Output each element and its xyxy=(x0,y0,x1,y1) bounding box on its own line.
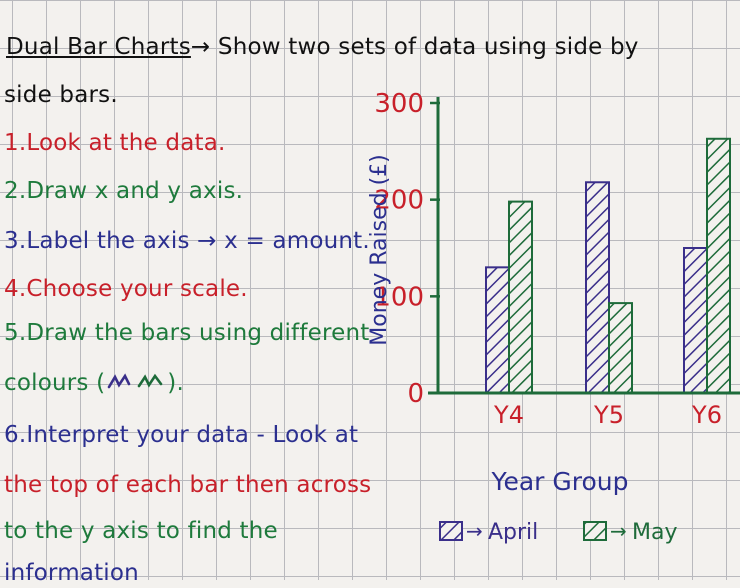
bar-april-y5 xyxy=(585,181,610,394)
bar-april-y4 xyxy=(485,266,510,395)
poster-title-continuation: side bars. xyxy=(4,82,118,108)
step-6-continuation-1: the top of each bar then across xyxy=(4,472,372,498)
step-2-text: 2.Draw x and y axis. xyxy=(4,178,244,204)
y-tick-label: 100 xyxy=(374,282,424,312)
y-tick-label: 200 xyxy=(374,186,424,216)
y-tick-label: 300 xyxy=(374,89,424,119)
legend-arrow: → xyxy=(610,519,627,543)
step-1-text: 1.Look at the data. xyxy=(4,130,226,156)
step-5-colours-text: colours ( xyxy=(4,370,106,396)
legend-swatch-april xyxy=(439,521,463,541)
y-tick-label: 0 xyxy=(407,379,424,409)
legend-arrow: → xyxy=(466,519,483,543)
poster-title: Dual Bar Charts xyxy=(6,34,191,60)
step-5-continuation: colours ( ). xyxy=(4,368,184,398)
x-tick-label: Y6 xyxy=(691,401,722,429)
y-axis-label: Money Raised (£) xyxy=(367,154,392,345)
step-5-close-paren: ). xyxy=(167,370,184,396)
legend-label-may: May xyxy=(632,520,677,545)
poster-title-line: Dual Bar Charts→ Show two sets of data u… xyxy=(6,32,639,62)
step-6-continuation-2: to the y axis to find the xyxy=(4,518,278,544)
poster-title-rest: → Show two sets of data using side by xyxy=(190,34,639,60)
bar-may-y5 xyxy=(608,302,633,395)
legend-swatch-may xyxy=(583,521,607,541)
bar-may-y6 xyxy=(706,137,731,394)
step-4-text: 4.Choose your scale. xyxy=(4,276,248,302)
step-5-text: 5.Draw the bars using different xyxy=(4,320,370,346)
x-axis-label: Year Group xyxy=(491,467,629,496)
x-tick-label: Y4 xyxy=(493,401,524,429)
bar-april-y6 xyxy=(683,247,708,394)
x-tick-label: Y5 xyxy=(593,401,624,429)
bar-may-y4 xyxy=(508,200,533,394)
step-3-text: 3.Label the axis → x = amount. xyxy=(4,228,370,254)
step-6-text: 6.Interpret your data - Look at xyxy=(4,422,359,448)
colour-scribble-icon xyxy=(107,373,163,389)
legend-label-april: April xyxy=(488,520,538,545)
